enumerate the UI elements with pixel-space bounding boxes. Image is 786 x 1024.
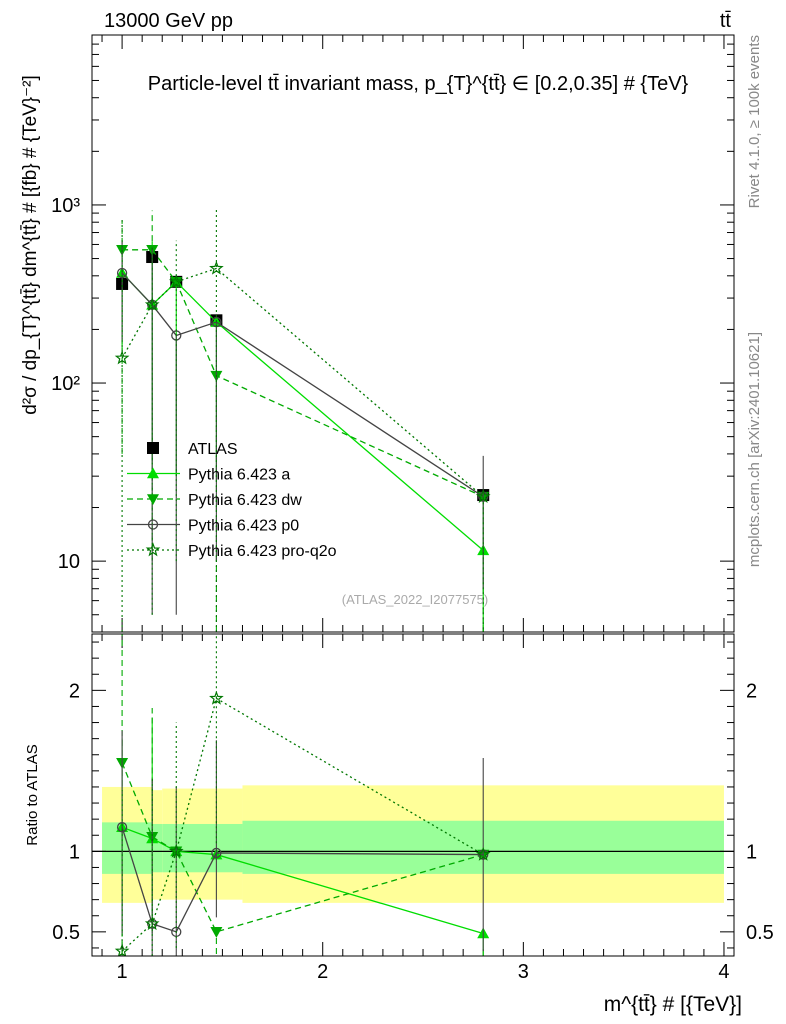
data-point xyxy=(114,350,130,365)
stat-band xyxy=(102,822,153,874)
watermark: (ATLAS_2022_I2077575) xyxy=(342,592,488,607)
ratio-series-pythia-6-423-pro-q2o xyxy=(114,634,491,956)
data-point xyxy=(147,494,159,505)
mcplots-label: mcplots.cern.ch [arXiv:2401.10621] xyxy=(746,332,763,567)
ratio-series xyxy=(114,634,491,956)
data-point xyxy=(211,847,222,859)
series-pythia-6-423-dw xyxy=(116,210,490,632)
data-point xyxy=(475,846,491,861)
ratio-frame xyxy=(91,633,735,957)
data-point xyxy=(144,297,160,311)
legend-label: Pythia 6.423 pro-q2o xyxy=(188,543,337,560)
main-ytick-labels: 10 10² 10³ xyxy=(51,195,80,573)
ratio-ytick-label-right: 1 xyxy=(746,841,757,863)
header-right: tt̄ xyxy=(720,10,732,32)
data-point xyxy=(144,916,160,931)
main-ylabel: d²σ / dp_{T}^{tt̄} dm^{tt̄} # [{fb} # {T… xyxy=(20,75,41,415)
legend-item: ATLAS xyxy=(147,441,238,458)
data-point xyxy=(209,690,224,705)
data-point xyxy=(168,274,184,289)
xtick-label: 3 xyxy=(518,961,529,983)
data-point xyxy=(475,488,491,504)
ratio-ytick-label-left: 2 xyxy=(69,680,80,702)
data-point xyxy=(116,822,128,833)
legend-label: Pythia 6.423 p0 xyxy=(188,518,299,535)
main-title: Particle-level tt̄ invariant mass, p_{T}… xyxy=(148,73,689,95)
legend: ATLAS Pythia 6.423 a Pythia 6.423 dw Pythia… xyxy=(127,441,337,560)
main-axis-ticks xyxy=(92,34,734,633)
rivet-label: Rivet 4.1.0, ≥ 100k events xyxy=(746,35,763,208)
data-point xyxy=(209,260,224,275)
legend-item: Pythia 6.423 p0 xyxy=(127,518,299,535)
ratio-bands xyxy=(92,785,734,903)
data-point xyxy=(168,843,184,858)
main-ytick-label: 10 xyxy=(58,551,80,573)
ratio-axis-ticks xyxy=(92,634,734,956)
main-ytick-label: 10³ xyxy=(51,195,80,217)
ratio-ytick-label-right: 0.5 xyxy=(746,922,774,944)
data-point xyxy=(114,943,130,956)
header-left: 13000 GeV pp xyxy=(104,10,233,32)
data-point xyxy=(147,442,159,454)
series-pythia-6-423-a xyxy=(116,241,490,632)
legend-label: Pythia 6.423 dw xyxy=(188,492,302,509)
legend-item: Pythia 6.423 a xyxy=(127,467,290,484)
data-point xyxy=(116,267,128,279)
data-point xyxy=(147,519,159,530)
stat-band xyxy=(152,823,163,873)
x-axis-label: m^{tt̄} # [{TeV}] xyxy=(604,993,742,1016)
legend-item: Pythia 6.423 dw xyxy=(127,492,302,509)
series-line xyxy=(121,267,484,498)
main-series xyxy=(114,209,491,632)
data-point xyxy=(147,467,159,479)
ratio-ytick-label-right: 2 xyxy=(746,680,757,702)
main-ytick-label: 10² xyxy=(51,373,80,395)
xtick-label: 1 xyxy=(117,961,128,983)
legend-label: Pythia 6.423 a xyxy=(188,467,290,484)
xtick-labels: 1 2 3 4 xyxy=(117,961,730,983)
ratio-ylabel: Ratio to ATLAS xyxy=(24,744,41,845)
ratio-ytick-label-left: 0.5 xyxy=(52,922,80,944)
ratio-ytick-labels: 0.5 0.5 1 1 2 2 xyxy=(52,680,774,944)
data-point xyxy=(210,927,223,938)
xtick-label: 4 xyxy=(718,961,729,983)
xtick-label: 2 xyxy=(317,961,328,983)
series-pythia-6-423-pro-q2o xyxy=(114,209,491,632)
ratio-line xyxy=(121,762,484,933)
legend-label: ATLAS xyxy=(188,441,238,458)
ratio-ytick-label-left: 1 xyxy=(69,841,80,863)
data-point xyxy=(145,542,161,557)
main-frame xyxy=(91,34,735,633)
legend-item: Pythia 6.423 pro-q2o xyxy=(127,542,337,560)
